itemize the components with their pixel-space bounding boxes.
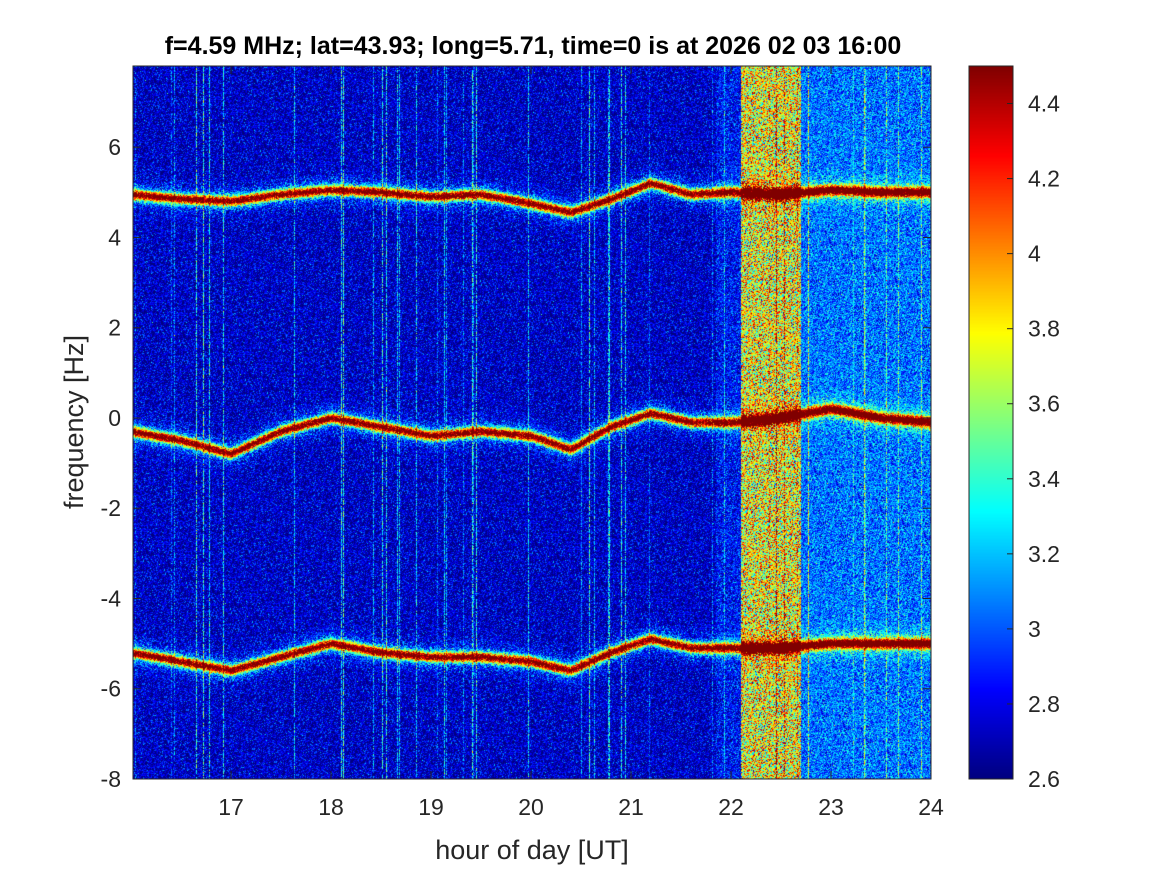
colorbar-gradient <box>969 66 1013 779</box>
chart-title: f=4.59 MHz; lat=43.93; long=5.71, time=0… <box>165 32 902 60</box>
y-tick-label: 4 <box>108 224 121 250</box>
colorbar-tick-label: 3.8 <box>1028 316 1060 342</box>
colorbar-tick-label: 3.6 <box>1028 391 1060 417</box>
colorbar-tick-label: 2.6 <box>1028 766 1060 792</box>
colorbar-ticks: 2.6 2.8 3 3.2 3.4 3.6 3.8 4 4.2 4.4 <box>1007 91 1060 792</box>
y-tick-label: -2 <box>101 495 121 521</box>
x-axis-label: hour of day [UT] <box>435 835 629 865</box>
colorbar-tick-label: 3.2 <box>1028 541 1060 567</box>
colorbar-tick-label: 4 <box>1028 241 1041 267</box>
y-tick-label: -8 <box>101 766 121 792</box>
y-tick-label: -4 <box>101 585 122 611</box>
x-tick-label: 24 <box>918 794 944 820</box>
colorbar: 2.6 2.8 3 3.2 3.4 3.6 3.8 4 4.2 4.4 <box>968 65 1060 792</box>
y-axis-label: frequency [Hz] <box>59 335 89 509</box>
colorbar-tick-label: 3.4 <box>1028 466 1060 492</box>
x-tick-label: 17 <box>218 794 244 820</box>
x-axis: 17 18 19 20 21 22 23 24 <box>218 66 944 820</box>
y-tick-label: -6 <box>101 676 121 702</box>
y-tick-label: 0 <box>108 405 121 431</box>
spectrogram-heatmap <box>133 66 931 779</box>
plot-frame <box>132 65 932 780</box>
colorbar-tick-label: 4.2 <box>1028 166 1060 192</box>
x-tick-label: 20 <box>518 794 544 820</box>
x-tick-label: 19 <box>418 794 444 820</box>
x-tick-label: 18 <box>318 794 344 820</box>
x-tick-label: 21 <box>618 794 644 820</box>
y-tick-label: 2 <box>108 315 121 341</box>
x-tick-label: 23 <box>818 794 844 820</box>
x-tick-label: 22 <box>718 794 744 820</box>
spectrogram-plot <box>132 65 932 780</box>
y-axis: -8 -6 -4 -2 0 2 4 6 <box>101 134 931 792</box>
colorbar-tick-label: 3 <box>1028 616 1041 642</box>
colorbar-tick-label: 4.4 <box>1028 91 1060 117</box>
colorbar-frame <box>968 65 1014 780</box>
colorbar-tick-label: 2.8 <box>1028 691 1060 717</box>
y-tick-label: 6 <box>108 134 121 160</box>
